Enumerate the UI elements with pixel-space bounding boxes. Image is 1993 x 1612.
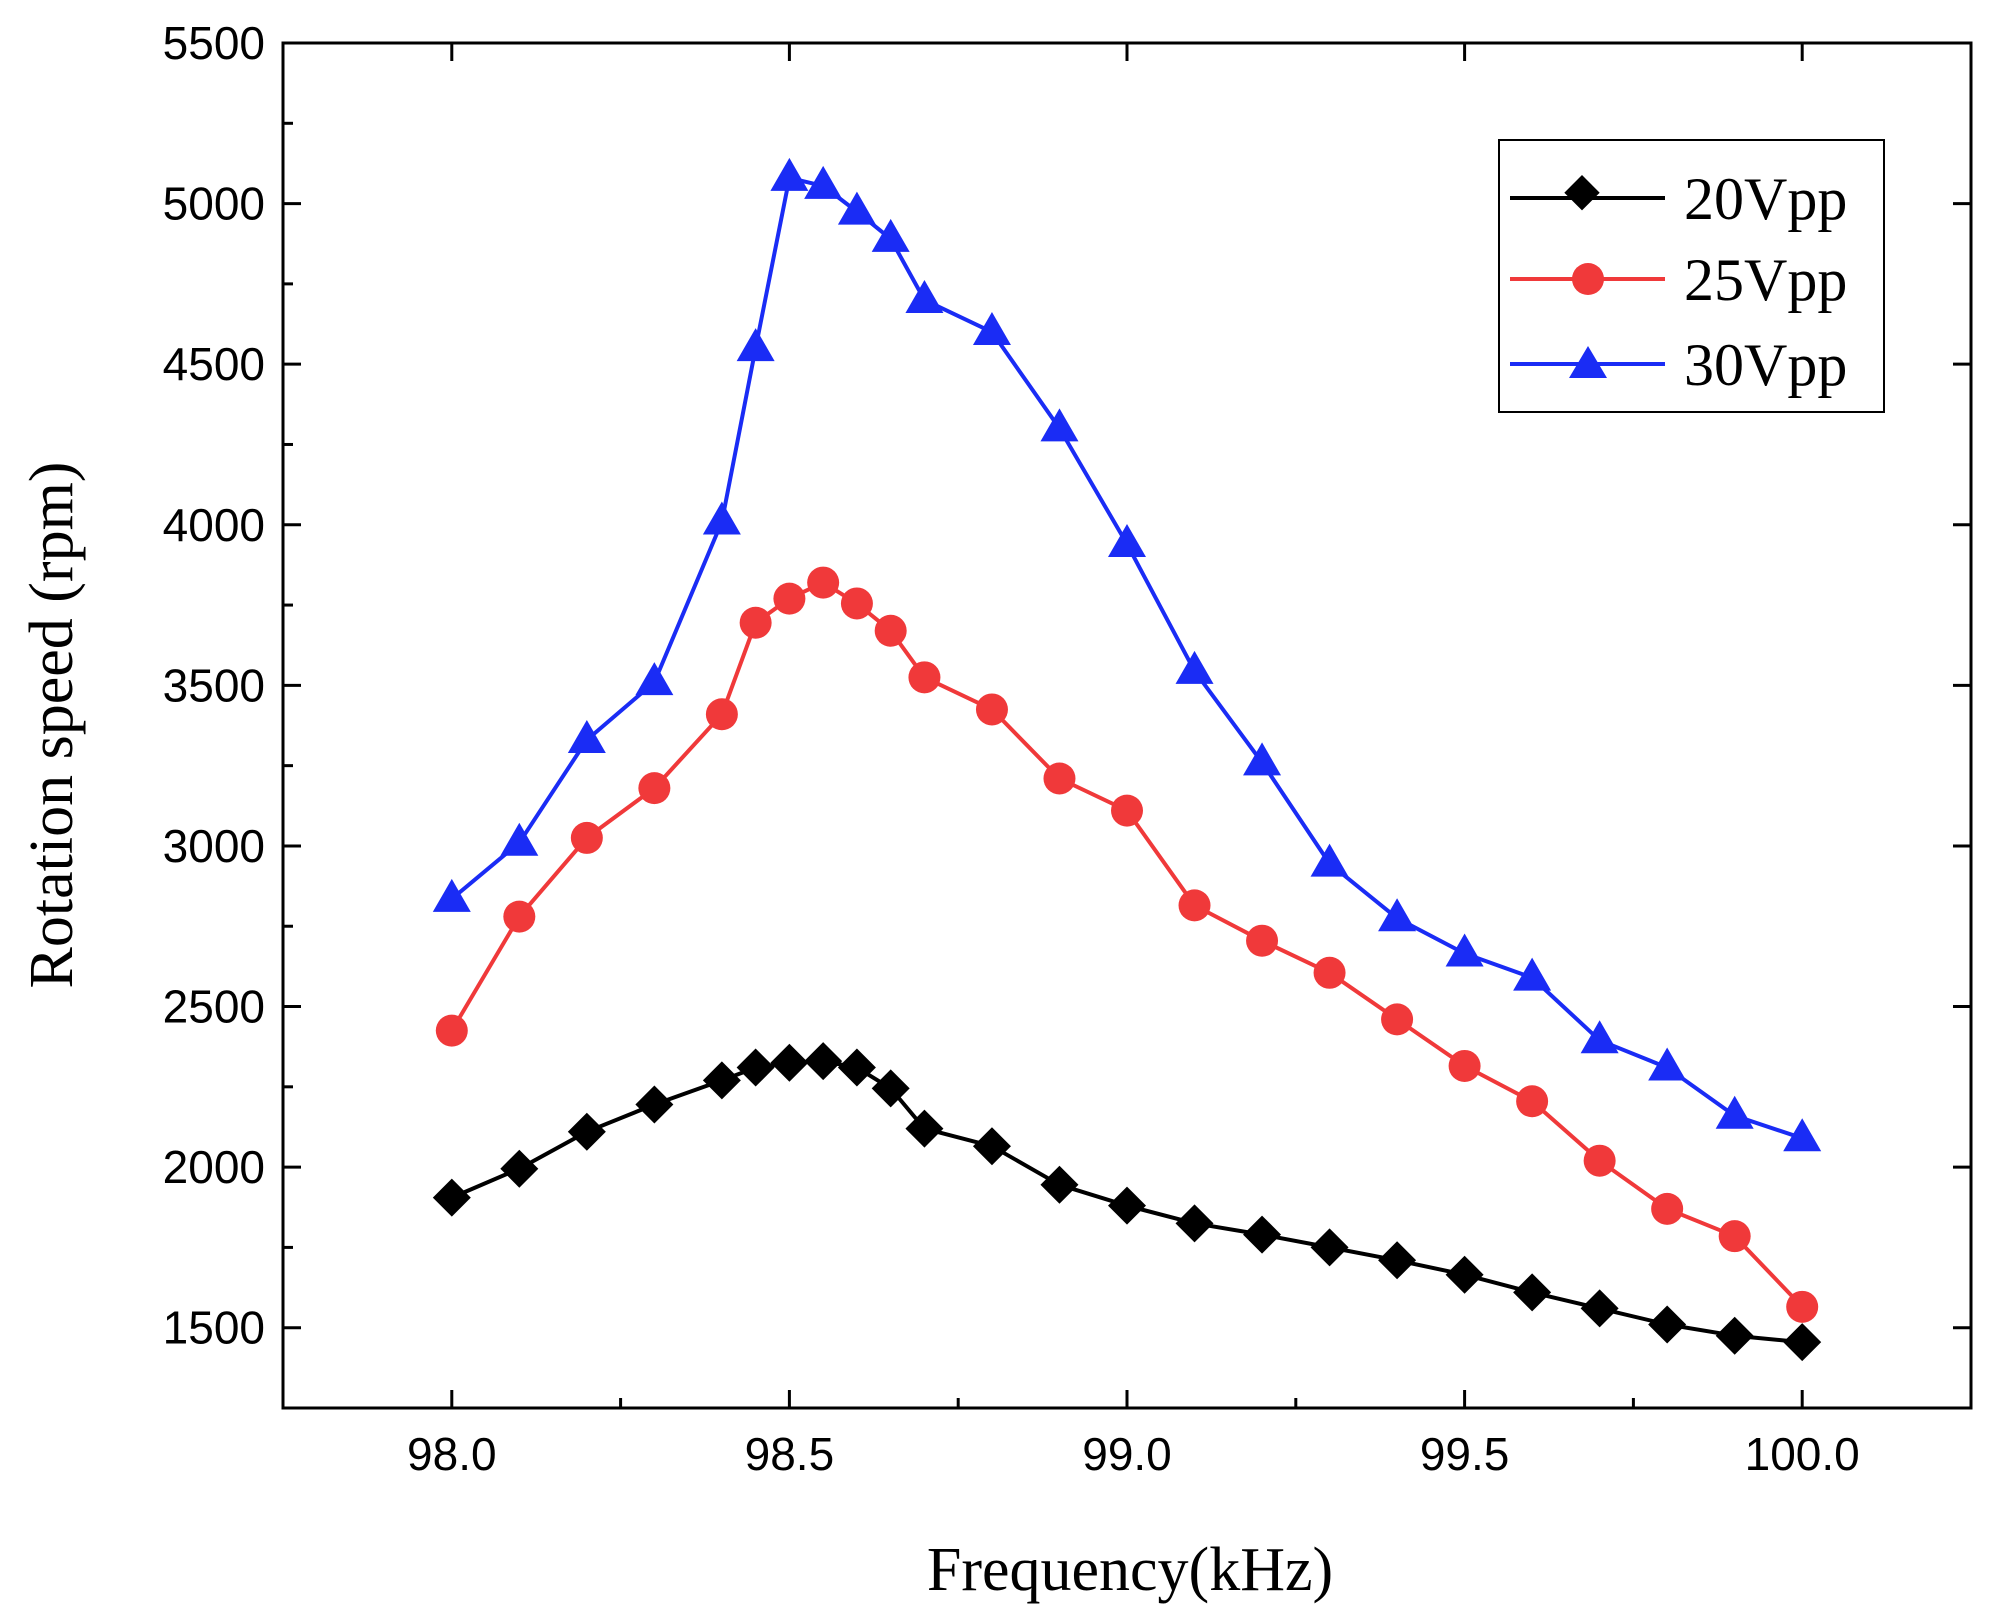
data-point-30vpp bbox=[1445, 933, 1484, 967]
data-point-30vpp bbox=[736, 328, 775, 362]
y-tick-label: 1500 bbox=[163, 1302, 265, 1354]
data-point-20vpp bbox=[500, 1149, 539, 1188]
data-point-25vpp bbox=[1786, 1290, 1819, 1323]
data-point-20vpp bbox=[871, 1069, 910, 1108]
y-tick-label: 4500 bbox=[163, 338, 265, 390]
data-point-30vpp bbox=[1715, 1095, 1754, 1129]
y-tick-label: 3000 bbox=[163, 820, 265, 872]
data-point-20vpp bbox=[1715, 1316, 1754, 1355]
data-point-20vpp bbox=[432, 1178, 471, 1217]
data-point-30vpp bbox=[837, 191, 876, 225]
data-point-30vpp bbox=[1513, 957, 1552, 991]
data-point-30vpp bbox=[1108, 524, 1146, 558]
data-point-30vpp bbox=[702, 501, 741, 535]
y-axis-title: Rotation speed (rpm) bbox=[18, 462, 86, 989]
x-axis-title: Frequency(kHz) bbox=[927, 1536, 1333, 1604]
data-point-25vpp bbox=[1043, 762, 1076, 795]
x-tick-label: 98.5 bbox=[745, 1428, 835, 1480]
x-tick-label: 100.0 bbox=[1745, 1428, 1860, 1480]
data-point-25vpp bbox=[705, 698, 738, 731]
data-point-25vpp bbox=[840, 587, 873, 620]
data-point-25vpp bbox=[975, 693, 1008, 726]
data-point-25vpp bbox=[503, 900, 536, 933]
plot-marks bbox=[432, 157, 1822, 1362]
data-point-20vpp bbox=[1783, 1323, 1822, 1362]
data-point-20vpp bbox=[1243, 1215, 1282, 1254]
data-point-30vpp bbox=[804, 165, 843, 199]
data-point-25vpp bbox=[1313, 956, 1346, 989]
data-point-25vpp bbox=[1718, 1220, 1751, 1253]
legend-label-20vpp: 20Vpp bbox=[1684, 166, 1847, 232]
data-point-25vpp bbox=[908, 661, 941, 694]
data-point-30vpp bbox=[972, 312, 1011, 346]
legend-label-30vpp: 30Vpp bbox=[1684, 332, 1847, 398]
data-point-30vpp bbox=[1310, 843, 1349, 877]
data-point-25vpp bbox=[874, 614, 907, 647]
data-point-30vpp bbox=[1378, 898, 1417, 932]
data-point-25vpp bbox=[1111, 794, 1143, 827]
data-point-20vpp bbox=[770, 1043, 809, 1082]
y-tick-label: 5500 bbox=[163, 17, 265, 69]
data-point-20vpp bbox=[1648, 1305, 1687, 1344]
data-point-20vpp bbox=[1513, 1273, 1552, 1312]
data-point-20vpp bbox=[736, 1048, 775, 1087]
data-point-20vpp bbox=[1445, 1255, 1484, 1294]
data-point-20vpp bbox=[837, 1048, 876, 1087]
data-point-25vpp bbox=[773, 582, 806, 615]
x-tick-label: 98.0 bbox=[407, 1428, 497, 1480]
data-point-20vpp bbox=[635, 1085, 674, 1124]
data-point-20vpp bbox=[972, 1127, 1011, 1166]
data-point-25vpp bbox=[1651, 1192, 1684, 1225]
data-point-20vpp bbox=[1108, 1186, 1146, 1225]
data-point-25vpp bbox=[739, 606, 772, 639]
axis-ticks: 98.0 98.5 99.0 99.5 100.0 1500 2000 2500 3000 350… bbox=[163, 17, 1971, 1480]
data-point-25vpp bbox=[1516, 1085, 1549, 1118]
legend-label-25vpp: 25Vpp bbox=[1684, 247, 1847, 313]
y-tick-label: 5000 bbox=[163, 178, 265, 230]
data-point-30vpp bbox=[500, 822, 539, 856]
data-point-25vpp bbox=[807, 566, 840, 599]
data-point-20vpp bbox=[1040, 1165, 1079, 1204]
legend: 20Vpp 25Vpp 30Vpp bbox=[1498, 139, 1885, 413]
data-point-20vpp bbox=[1310, 1228, 1349, 1267]
data-point-30vpp bbox=[1040, 408, 1079, 442]
data-point-20vpp bbox=[804, 1042, 843, 1081]
data-point-30vpp bbox=[1783, 1118, 1822, 1152]
data-point-30vpp bbox=[1175, 650, 1214, 684]
data-point-30vpp bbox=[635, 662, 674, 696]
x-tick-label: 99.0 bbox=[1082, 1428, 1172, 1480]
data-point-30vpp bbox=[770, 157, 809, 191]
data-point-25vpp bbox=[1178, 889, 1211, 922]
data-point-20vpp bbox=[702, 1061, 741, 1100]
y-tick-label: 2000 bbox=[163, 1141, 265, 1193]
y-tick-label: 2500 bbox=[163, 981, 265, 1033]
data-point-30vpp bbox=[905, 279, 944, 313]
data-point-20vpp bbox=[567, 1112, 606, 1151]
data-point-20vpp bbox=[905, 1109, 944, 1148]
data-point-30vpp bbox=[432, 878, 471, 912]
data-point-25vpp bbox=[638, 772, 671, 805]
data-point-30vpp bbox=[1648, 1047, 1687, 1081]
data-point-30vpp bbox=[1580, 1020, 1619, 1054]
y-tick-label: 4000 bbox=[163, 499, 265, 551]
legend-marker-30vpp bbox=[1569, 346, 1607, 378]
data-point-20vpp bbox=[1175, 1204, 1214, 1243]
data-point-25vpp bbox=[1246, 924, 1279, 957]
y-tick-label: 3500 bbox=[163, 659, 265, 711]
data-point-25vpp bbox=[1583, 1144, 1616, 1177]
data-point-30vpp bbox=[871, 218, 910, 252]
data-point-30vpp bbox=[1243, 742, 1282, 776]
legend-box bbox=[1498, 139, 1885, 413]
data-point-20vpp bbox=[1378, 1241, 1417, 1280]
x-tick-label: 99.5 bbox=[1420, 1428, 1510, 1480]
data-point-25vpp bbox=[1448, 1049, 1481, 1082]
data-point-30vpp bbox=[567, 719, 606, 753]
data-point-25vpp bbox=[1381, 1003, 1414, 1036]
data-point-25vpp bbox=[435, 1014, 468, 1047]
data-point-25vpp bbox=[570, 821, 603, 854]
data-point-20vpp bbox=[1580, 1289, 1619, 1328]
legend-marker-25vpp bbox=[1572, 263, 1604, 295]
